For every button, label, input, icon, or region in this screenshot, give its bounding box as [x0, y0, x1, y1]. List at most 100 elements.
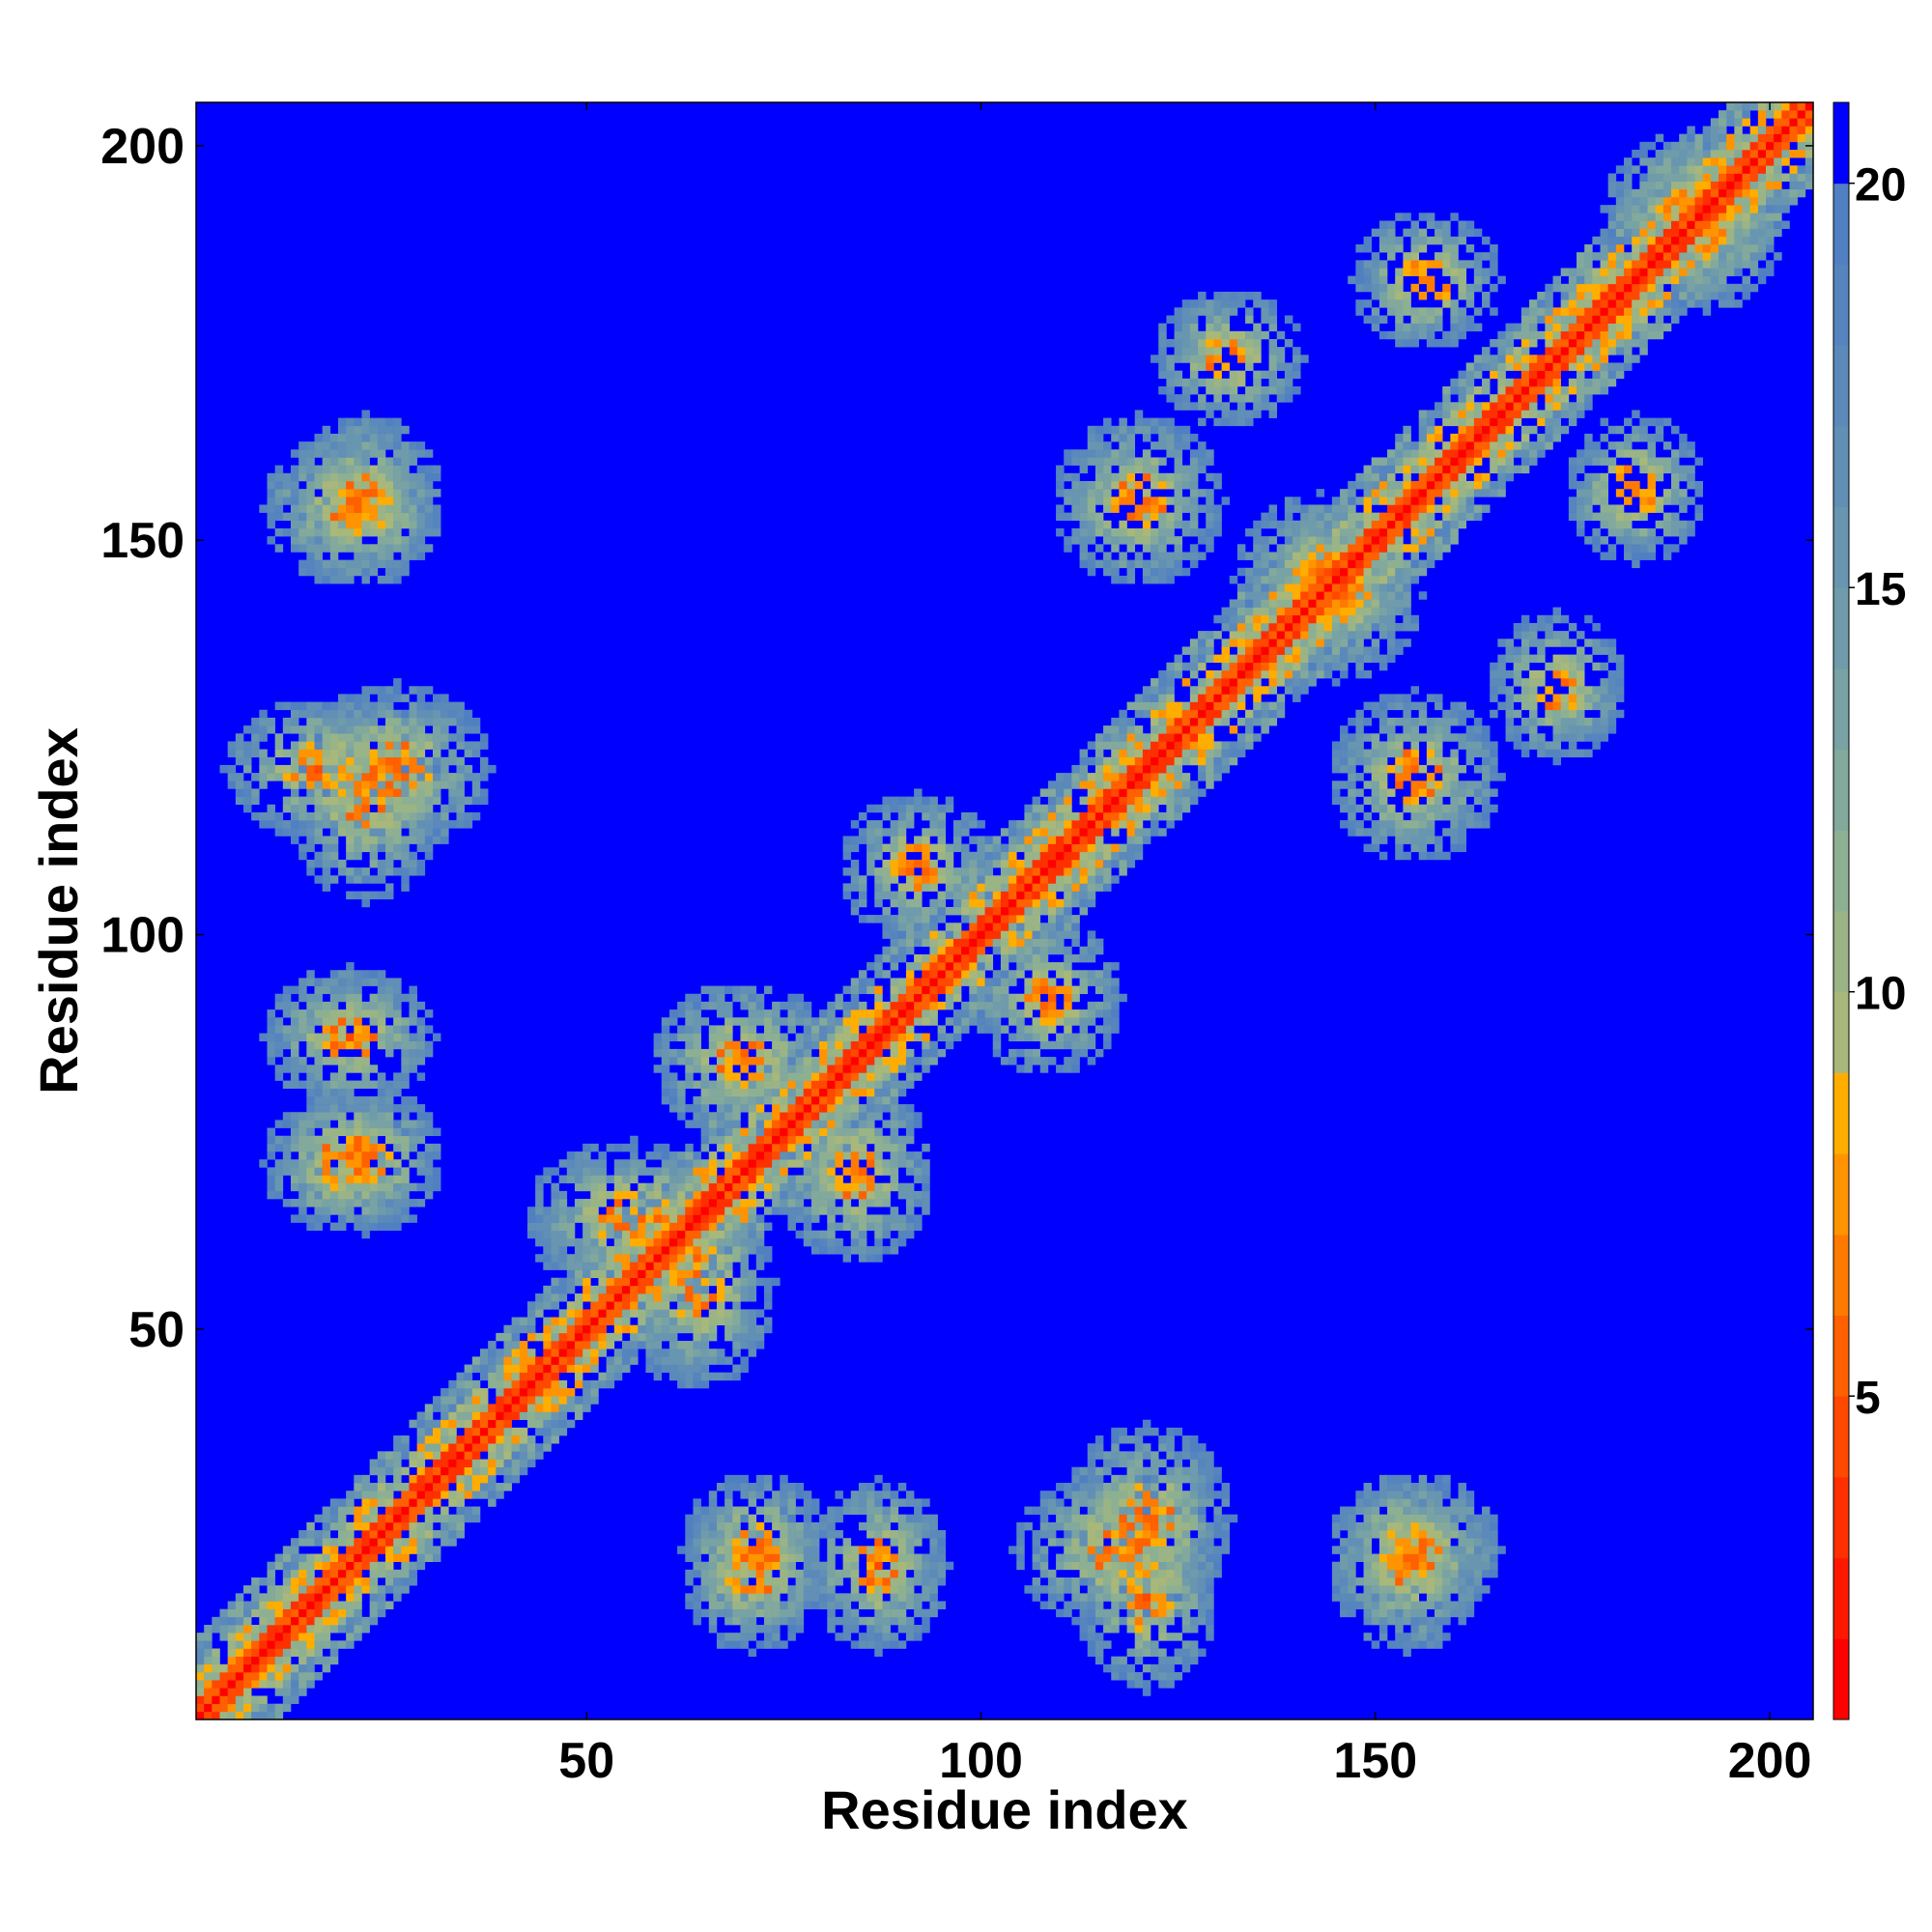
heatmap-cell: [329, 433, 339, 442]
heatmap-cell: [606, 1285, 615, 1294]
heatmap-cell: [882, 1072, 891, 1081]
heatmap-cell: [914, 796, 923, 806]
heatmap-cell: [384, 520, 394, 529]
heatmap-cell: [369, 820, 379, 829]
heatmap-cell: [582, 1237, 591, 1247]
heatmap-cell: [354, 1135, 362, 1145]
heatmap-cell: [795, 1546, 805, 1554]
heatmap-cell: [882, 875, 891, 884]
heatmap-cell: [1024, 883, 1033, 892]
heatmap-cell: [732, 1608, 741, 1618]
heatmap-cell: [653, 1317, 663, 1326]
heatmap-cell: [464, 1396, 473, 1405]
heatmap-cell: [677, 1033, 686, 1042]
heatmap-cell: [361, 465, 370, 474]
heatmap-cell: [440, 1521, 449, 1531]
heatmap-cell: [282, 1688, 292, 1696]
heatmap-cell: [795, 1182, 805, 1192]
heatmap-cell: [574, 1324, 583, 1334]
heatmap-cell: [700, 1095, 710, 1105]
heatmap-cell: [867, 1182, 875, 1192]
heatmap-cell: [748, 1332, 757, 1342]
heatmap-cell: [416, 1474, 426, 1484]
heatmap-cell: [858, 811, 867, 821]
heatmap-cell: [582, 1254, 591, 1263]
heatmap-cell: [827, 1095, 836, 1105]
heatmap-cell: [282, 1553, 292, 1562]
heatmap-cell: [740, 1065, 749, 1073]
heatmap-cell: [384, 1048, 394, 1058]
heatmap-cell: [393, 1040, 402, 1050]
heatmap-cell: [354, 449, 362, 458]
heatmap-cell: [914, 993, 923, 1003]
heatmap-cell: [1064, 1017, 1072, 1026]
heatmap-cell: [708, 1025, 718, 1034]
heatmap-cell: [219, 1633, 228, 1641]
heatmap-cell: [708, 1585, 718, 1594]
heatmap-cell: [827, 1506, 836, 1515]
heatmap-cell: [850, 1577, 860, 1586]
heatmap-cell: [369, 717, 379, 726]
heatmap-cell: [384, 1222, 394, 1232]
heatmap-cell: [929, 811, 938, 821]
heatmap-cell: [969, 867, 978, 876]
heatmap-cell: [298, 1065, 307, 1073]
heatmap-cell: [874, 1553, 883, 1562]
heatmap-cell: [621, 1175, 631, 1184]
heatmap-cell: [1016, 1009, 1025, 1018]
heatmap-cell: [858, 1230, 867, 1239]
heatmap-cell: [329, 804, 339, 813]
heatmap-cell: [384, 1033, 394, 1042]
heatmap-cell: [424, 709, 434, 719]
heatmap-cell: [819, 1017, 828, 1026]
heatmap-cell: [685, 1040, 694, 1050]
heatmap-cell: [346, 1159, 355, 1168]
heatmap-cell: [274, 1182, 284, 1192]
heatmap-cell: [803, 1190, 812, 1200]
heatmap-cell: [377, 425, 386, 435]
heatmap-cell: [874, 953, 883, 963]
heatmap-cell: [882, 1633, 891, 1641]
heatmap-cell: [969, 930, 978, 939]
heatmap-cell: [732, 1080, 741, 1090]
heatmap-cell: [354, 457, 362, 466]
heatmap-cell: [945, 867, 954, 876]
heatmap-cell: [716, 1048, 725, 1058]
heatmap-cell: [267, 1017, 275, 1026]
heatmap-cell: [456, 1419, 465, 1429]
heatmap-cell: [432, 1175, 441, 1184]
heatmap-cell: [346, 701, 355, 711]
heatmap-cell: [763, 1277, 773, 1287]
heatmap-cell: [708, 1175, 718, 1184]
heatmap-cell: [354, 1175, 362, 1184]
heatmap-cell: [322, 733, 331, 742]
heatmap-cell: [905, 993, 915, 1003]
heatmap-cell: [732, 1301, 741, 1310]
heatmap-cell: [471, 788, 481, 797]
heatmap-cell: [582, 1277, 591, 1287]
heatmap-cell: [716, 1514, 725, 1523]
heatmap-cell: [827, 1553, 836, 1562]
heatmap-cell: [724, 1104, 733, 1113]
heatmap-cell: [613, 1301, 623, 1310]
heatmap-cell: [384, 749, 394, 758]
heatmap-cell: [384, 985, 394, 995]
heatmap-cell: [724, 1317, 733, 1326]
heatmap-cell: [298, 733, 307, 742]
heatmap-cell: [613, 1199, 623, 1208]
heatmap-cell: [393, 1159, 402, 1168]
heatmap-cell: [354, 1167, 362, 1176]
heatmap-cell: [780, 1151, 788, 1160]
heatmap-cell: [424, 820, 434, 829]
heatmap-cell: [914, 938, 923, 948]
heatmap-cell: [448, 1443, 457, 1452]
heatmap-cell: [251, 1640, 260, 1649]
heatmap-cell: [867, 1640, 875, 1649]
heatmap-cell: [337, 1222, 347, 1232]
heatmap-cell: [897, 915, 907, 923]
heatmap-cell: [882, 923, 891, 931]
heatmap-cell: [377, 457, 386, 466]
heatmap-cell: [929, 1057, 938, 1065]
heatmap-cell: [551, 1349, 559, 1357]
heatmap-cell: [384, 891, 394, 900]
